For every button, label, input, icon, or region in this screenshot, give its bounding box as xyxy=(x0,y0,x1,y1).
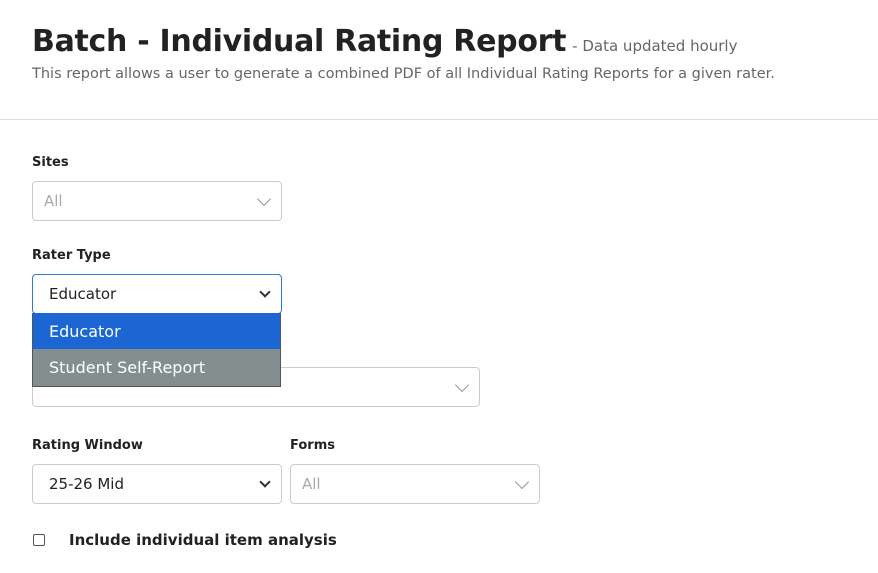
chevron-down-icon xyxy=(514,474,530,489)
chevron-down-icon xyxy=(454,377,470,392)
item-analysis-checkbox[interactable] xyxy=(33,534,45,546)
rater-type-select[interactable]: Educator xyxy=(32,274,282,314)
item-analysis-label[interactable]: Include individual item analysis xyxy=(69,531,337,549)
chevron-down-icon xyxy=(256,191,272,206)
chevron-down-icon xyxy=(259,475,271,488)
rating-window-label: Rating Window xyxy=(32,438,143,453)
sites-label: Sites xyxy=(32,155,69,170)
rating-window-select[interactable]: 25-26 Mid xyxy=(32,464,282,504)
rater-type-value: Educator xyxy=(49,285,117,303)
rater-type-label: Rater Type xyxy=(32,248,111,263)
page-description: This report allows a user to generate a … xyxy=(32,66,775,82)
title-text: Batch - Individual Rating Report xyxy=(32,24,567,59)
rating-window-value: 25-26 Mid xyxy=(49,475,124,493)
option-educator[interactable]: Educator xyxy=(33,313,280,349)
page-subtitle: - Data updated hourly xyxy=(572,37,738,55)
divider xyxy=(0,119,878,120)
sites-value: All xyxy=(44,192,63,210)
chevron-down-icon xyxy=(259,285,271,298)
forms-label: Forms xyxy=(290,438,335,453)
page-title: Batch - Individual Rating Report - Data u… xyxy=(32,24,737,59)
option-student-self-report[interactable]: Student Self-Report xyxy=(33,349,280,386)
forms-select[interactable]: All xyxy=(290,464,540,504)
rater-type-dropdown-menu: Educator Student Self-Report xyxy=(32,313,281,387)
sites-select[interactable]: All xyxy=(32,181,282,221)
forms-value: All xyxy=(302,475,321,493)
